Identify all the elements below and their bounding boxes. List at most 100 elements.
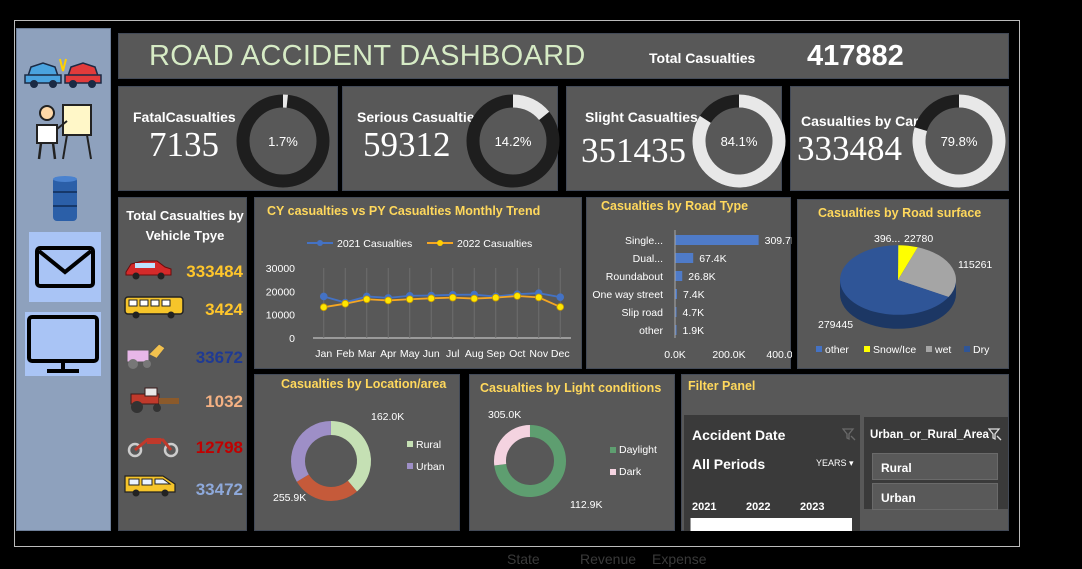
data-point [492, 294, 499, 301]
vehicle-value: 333484 [186, 262, 243, 282]
data-point [557, 294, 564, 301]
filter-panel: Filter Panel Accident Date All Periods Y… [681, 374, 1009, 531]
date-slicer-title: Accident Date [692, 427, 785, 443]
kpi-value: 7135 [149, 125, 219, 165]
slice-label-dry: 279445 [818, 319, 853, 331]
barrel-icon[interactable] [49, 174, 81, 224]
header-bar: ROAD ACCIDENT DASHBOARD Total Casualties… [118, 33, 1009, 79]
kpi-donut: 1.7% [235, 93, 331, 189]
data-point [385, 297, 392, 304]
ring-value-label: 255.9K [273, 492, 306, 504]
x-tick-label: Jul [446, 348, 459, 360]
x-tick-label: 200.0K [712, 349, 745, 361]
kpi-card-fatal[interactable]: FatalCasualties 7135 1.7% [118, 86, 338, 191]
timeline-bar[interactable] [690, 518, 852, 531]
year-2022[interactable]: 2022 [746, 501, 770, 513]
ring-slice [331, 428, 364, 486]
presenter-icon[interactable] [31, 101, 97, 163]
ghost-revenue: Revenue [580, 551, 636, 567]
legend-label: Dry [973, 344, 990, 356]
bar-value-label: 309.7K [765, 235, 792, 247]
legend-swatch [926, 346, 932, 352]
x-tick-label: Apr [380, 348, 397, 360]
ghost-state: State [507, 551, 540, 567]
bar-value-label: 67.4K [699, 253, 726, 265]
category-label: Roundabout [606, 271, 663, 283]
data-point [535, 294, 542, 301]
ring-value-label: 162.0K [371, 411, 404, 423]
date-slicer[interactable]: Accident Date All Periods YEARS ▾ 2021 2… [684, 415, 860, 531]
area-slicer[interactable]: Urban_or_Rural_Area Rural Urban [864, 417, 1008, 509]
vehicle-value: 12798 [196, 438, 243, 458]
kpi-card-serious[interactable]: Serious Casualties 59312 14.2% [342, 86, 558, 191]
years-label: YEARS [816, 458, 847, 468]
year-2023[interactable]: 2023 [800, 501, 824, 513]
road-type-chart[interactable]: Single... 309.7K Dual... 67.4K Roundabout 26.… [587, 198, 792, 370]
all-periods-label: All Periods [692, 456, 765, 472]
category-label: Single... [625, 235, 663, 247]
ring-value-label: 305.0K [488, 409, 521, 421]
slice-label-wet: 115261 [958, 259, 992, 271]
bar-value-label: 4.7K [683, 307, 705, 319]
ring-slice [303, 478, 353, 494]
year-2021[interactable]: 2021 [692, 501, 716, 513]
legend-label: Dark [619, 466, 642, 478]
data-point [449, 294, 456, 301]
kpi-value: 59312 [363, 125, 451, 165]
x-tick-label: Aug [465, 348, 484, 360]
tractor-icon [123, 386, 183, 414]
area-item-rural[interactable]: Rural [872, 453, 998, 480]
location-panel: Casualties by Location/area 162.0K 255.9K… [254, 374, 460, 531]
y-tick-label: 10000 [266, 310, 295, 322]
legend-swatch [610, 447, 616, 453]
vehicle-row-motorcycle[interactable]: 12798 [123, 432, 245, 462]
category-label: Slip road [622, 307, 664, 319]
ghost-expense: Expense [652, 551, 706, 567]
donut-percent-label: 14.2% [495, 134, 532, 149]
x-tick-label: Jun [423, 348, 440, 360]
monitor-icon[interactable] [25, 312, 101, 376]
vehicle-row-bus[interactable]: 3424 [123, 294, 245, 324]
years-dropdown[interactable]: YEARS ▾ [816, 458, 854, 469]
kpi-label: FatalCasualties [133, 109, 236, 125]
legend-label: wet [934, 344, 951, 356]
vehicle-row-tractor[interactable]: 1032 [123, 386, 245, 416]
x-tick-label: Dec [551, 348, 570, 360]
road-surface-chart[interactable]: 396... 22780 115261 279445 other Snow/Ice wet D… [798, 200, 1010, 370]
area-slicer-title: Urban_or_Rural_Area [870, 429, 989, 441]
vehicle-row-car[interactable]: 333484 [123, 256, 245, 286]
farm-vehicle-icon [123, 338, 169, 370]
clear-filter-icon[interactable] [988, 427, 1002, 441]
category-label: other [639, 325, 663, 337]
chevron-down-icon: ▾ [849, 458, 854, 468]
vehicle-type-panel: Total Casualties by Vehicle Tpye 333484 … [118, 197, 247, 531]
category-label: One way street [592, 289, 663, 301]
x-tick-label: Sep [486, 348, 505, 360]
ring-slice [298, 428, 331, 478]
kpi-card-car[interactable]: Casualties by Car 333484 79.8% [790, 86, 1009, 191]
slice-label-snow: 22780 [904, 233, 933, 245]
total-casualties-label: Total Casualties [649, 50, 755, 66]
clear-filter-icon[interactable] [842, 427, 856, 441]
mail-icon[interactable] [29, 232, 101, 302]
kpi-label: Serious Casualties [357, 109, 482, 125]
vehicle-row-van[interactable]: 33472 [123, 472, 245, 502]
monthly-trend-chart[interactable]: 0 10000 20000 30000 Jan Feb Mar Apr May Jun Jul Aug… [255, 198, 583, 370]
legend-label: other [825, 344, 849, 356]
vehicle-row-farm[interactable]: 33672 [123, 338, 245, 368]
van-icon [123, 472, 179, 498]
area-item-urban[interactable]: Urban [872, 483, 998, 510]
data-point [557, 304, 564, 311]
vehicle-type-title: Total Casualties by Vehicle Tpye [123, 206, 247, 246]
kpi-donut: 79.8% [911, 93, 1007, 189]
x-tick-label: 400.0K [766, 349, 792, 361]
kpi-donut: 84.1% [691, 93, 787, 189]
data-point [363, 296, 370, 303]
vehicle-value: 33672 [196, 348, 243, 368]
light-chart[interactable]: 305.0K 112.9K Daylight Dark [470, 375, 676, 532]
car-crash-icon[interactable] [23, 51, 103, 91]
location-chart[interactable]: 162.0K 255.9K Rural Urban [255, 375, 461, 532]
legend-swatch [816, 346, 822, 352]
kpi-card-slight[interactable]: Slight Casualties 351435 84.1% [566, 86, 782, 191]
y-tick-label: 30000 [266, 263, 295, 275]
